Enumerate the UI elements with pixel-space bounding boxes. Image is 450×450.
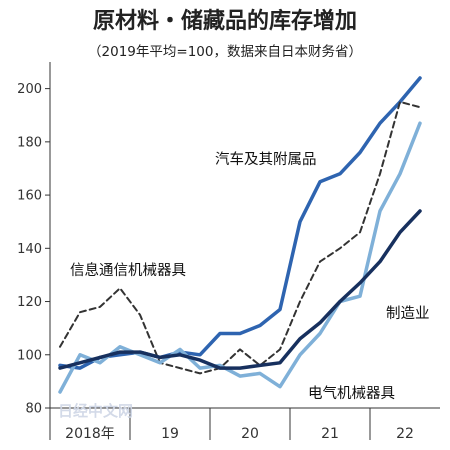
plot-area [49, 62, 440, 409]
y-tick-label: 200 [17, 82, 42, 97]
chart-title: 原材料・储藏品的库存增加 [93, 8, 357, 34]
y-axis: 80 100 120 140 160 180 200 [17, 82, 50, 417]
y-tick-label: 160 [17, 189, 42, 204]
x-tick-label: 21 [321, 426, 339, 442]
chart-subtitle: （2019年平均=100，数据来自日本财务省） [88, 44, 362, 60]
y-tick-label: 100 [17, 348, 42, 363]
x-tick-label: 19 [161, 426, 179, 442]
y-tick-label: 180 [17, 135, 42, 150]
y-tick-label: 140 [17, 242, 42, 257]
x-tick-label: 20 [241, 426, 259, 442]
series-line-0 [58, 76, 422, 370]
x-axis: 2018年 19 20 21 22 [49, 408, 414, 442]
series-layer [58, 76, 422, 394]
x-tick-label: 22 [396, 426, 414, 442]
y-tick-label: 120 [17, 295, 42, 310]
series-line-1 [59, 100, 421, 375]
series-line-2 [58, 121, 422, 394]
x-tick-label: 2018年 [65, 426, 115, 442]
y-tick-label: 80 [25, 402, 42, 417]
label-mfg: 制造业 [386, 305, 430, 322]
label-elec: 电气机械器具 [308, 385, 395, 402]
label-auto: 汽车及其附属品 [215, 151, 317, 168]
series-line-3 [58, 209, 422, 370]
label-ict: 信息通信机械器具 [70, 262, 186, 279]
watermark-logo: 日经中文网 [58, 402, 133, 420]
